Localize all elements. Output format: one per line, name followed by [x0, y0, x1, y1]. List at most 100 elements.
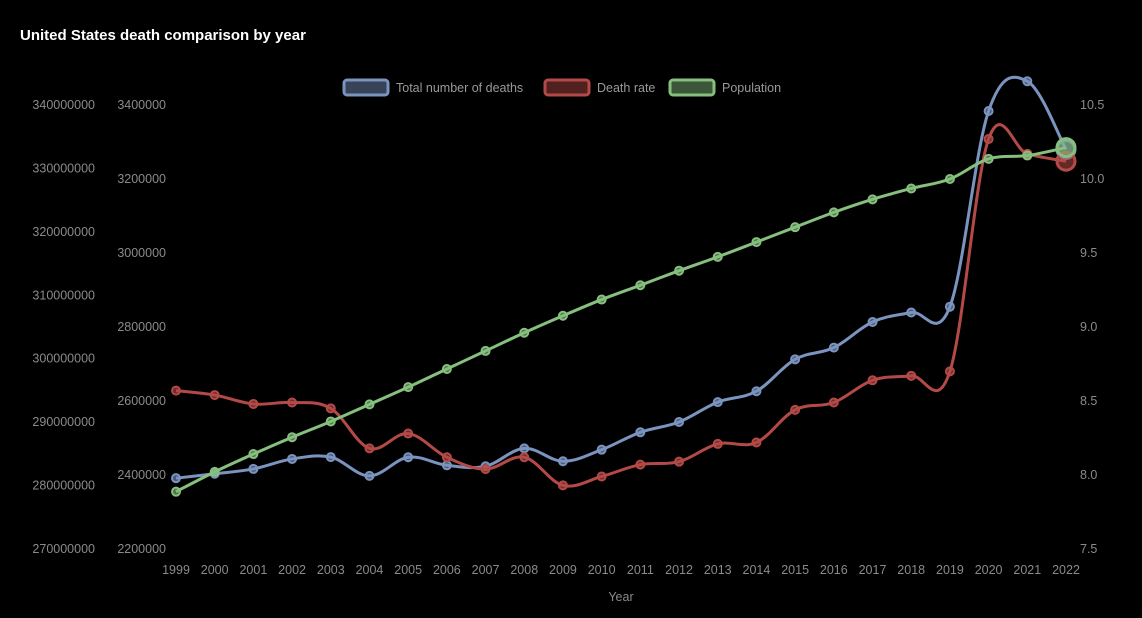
- data-point[interactable]: [867, 317, 878, 328]
- data-point[interactable]: [596, 471, 607, 482]
- data-point[interactable]: [248, 463, 259, 474]
- data-point[interactable]: [828, 397, 839, 408]
- data-point[interactable]: [209, 390, 220, 401]
- data-point[interactable]: [674, 416, 685, 427]
- data-point[interactable]: [712, 251, 723, 262]
- data-point[interactable]: [1022, 150, 1033, 161]
- data-point[interactable]: [712, 397, 723, 408]
- year-tick-label: 2022: [1052, 563, 1080, 577]
- data-point[interactable]: [441, 452, 452, 463]
- year-tick-label: 2008: [510, 563, 538, 577]
- data-point[interactable]: [867, 375, 878, 386]
- legend-swatch: [668, 78, 716, 97]
- data-point[interactable]: [635, 459, 646, 470]
- year-tick-label: 2013: [704, 563, 732, 577]
- data-point[interactable]: [364, 399, 375, 410]
- data-point[interactable]: [209, 466, 220, 477]
- death-rate-tick-label: 8.0: [1080, 468, 1097, 482]
- data-point[interactable]: [596, 294, 607, 305]
- year-tick-label: 2006: [433, 563, 461, 577]
- data-point[interactable]: [983, 106, 994, 117]
- data-point[interactable]: [248, 449, 259, 460]
- data-point[interactable]: [441, 363, 452, 374]
- year-tick-label: 2017: [859, 563, 887, 577]
- data-point[interactable]: [325, 452, 336, 463]
- data-point[interactable]: [867, 194, 878, 205]
- data-point[interactable]: [944, 366, 955, 377]
- data-point[interactable]: [1022, 76, 1033, 87]
- data-point[interactable]: [557, 480, 568, 491]
- data-point[interactable]: [790, 354, 801, 365]
- data-point[interactable]: [171, 473, 181, 484]
- data-point[interactable]: [171, 385, 181, 396]
- data-point[interactable]: [519, 327, 530, 338]
- legend[interactable]: Total number of deaths Death rate Populati…: [342, 78, 781, 97]
- data-point[interactable]: [944, 174, 955, 185]
- data-point[interactable]: [364, 470, 375, 481]
- data-point[interactable]: [983, 134, 994, 145]
- data-point[interactable]: [403, 452, 414, 463]
- series-death-rate: [171, 123, 1077, 491]
- data-point[interactable]: [712, 438, 723, 449]
- data-point[interactable]: [519, 452, 530, 463]
- year-tick-label: 2001: [239, 563, 267, 577]
- data-point[interactable]: [635, 280, 646, 291]
- data-point[interactable]: [171, 486, 181, 497]
- data-point[interactable]: [519, 443, 530, 454]
- data-point[interactable]: [906, 307, 917, 318]
- data-point[interactable]: [325, 416, 336, 427]
- data-point[interactable]: [790, 222, 801, 233]
- data-point[interactable]: [828, 207, 839, 218]
- chart-title: United States death comparison by year: [20, 27, 306, 44]
- data-point[interactable]: [790, 404, 801, 415]
- data-point[interactable]: [480, 464, 491, 475]
- data-point[interactable]: [674, 456, 685, 467]
- year-tick-label: 2007: [472, 563, 500, 577]
- population-tick-label: 280000000: [32, 479, 95, 493]
- year-axis: 1999 2000 2001 2002 2003 2004 2005 2006 2007 2008…: [162, 563, 1080, 577]
- data-point[interactable]: [248, 398, 259, 409]
- data-point[interactable]: [751, 437, 762, 448]
- data-point[interactable]: [364, 443, 375, 454]
- series-population: [171, 137, 1077, 497]
- legend-swatch: [342, 78, 390, 97]
- data-point[interactable]: [557, 456, 568, 467]
- data-point[interactable]: [751, 237, 762, 248]
- legend-item[interactable]: Total number of deaths: [342, 78, 523, 97]
- population-tick-label: 300000000: [32, 352, 95, 366]
- death-rate-tick-label: 10.5: [1080, 98, 1104, 112]
- data-point[interactable]: [287, 453, 298, 464]
- data-point[interactable]: [557, 310, 568, 321]
- data-point[interactable]: [480, 345, 491, 356]
- year-tick-label: 2012: [665, 563, 693, 577]
- data-point[interactable]: [287, 397, 298, 408]
- data-point[interactable]: [441, 460, 452, 471]
- data-point[interactable]: [325, 403, 336, 414]
- legend-item[interactable]: Population: [668, 78, 781, 97]
- data-point[interactable]: [287, 432, 298, 443]
- deaths-tick-label: 2400000: [117, 468, 166, 482]
- legend-item[interactable]: Death rate: [543, 78, 655, 97]
- year-tick-label: 2005: [394, 563, 422, 577]
- data-point[interactable]: [944, 301, 955, 312]
- deaths-tick-label: 2200000: [117, 542, 166, 556]
- data-point[interactable]: [596, 444, 607, 455]
- year-tick-label: 2021: [1013, 563, 1041, 577]
- data-point[interactable]: [906, 183, 917, 194]
- data-point-highlighted[interactable]: [1055, 137, 1077, 159]
- data-point[interactable]: [403, 428, 414, 439]
- death-rate-tick-label: 10.0: [1080, 172, 1104, 186]
- data-point[interactable]: [403, 382, 414, 393]
- data-point[interactable]: [674, 265, 685, 276]
- deaths-tick-label: 2600000: [117, 394, 166, 408]
- death-rate-tick-label: 7.5: [1080, 542, 1097, 556]
- data-point[interactable]: [635, 427, 646, 438]
- data-point[interactable]: [983, 153, 994, 164]
- data-point[interactable]: [828, 342, 839, 353]
- population-tick-label: 330000000: [32, 161, 95, 175]
- data-point[interactable]: [906, 370, 917, 381]
- population-axis: 270000000 280000000 290000000 300000000 3100…: [32, 98, 95, 556]
- data-point[interactable]: [751, 386, 762, 397]
- year-tick-label: 2016: [820, 563, 848, 577]
- year-tick-label: 2009: [549, 563, 577, 577]
